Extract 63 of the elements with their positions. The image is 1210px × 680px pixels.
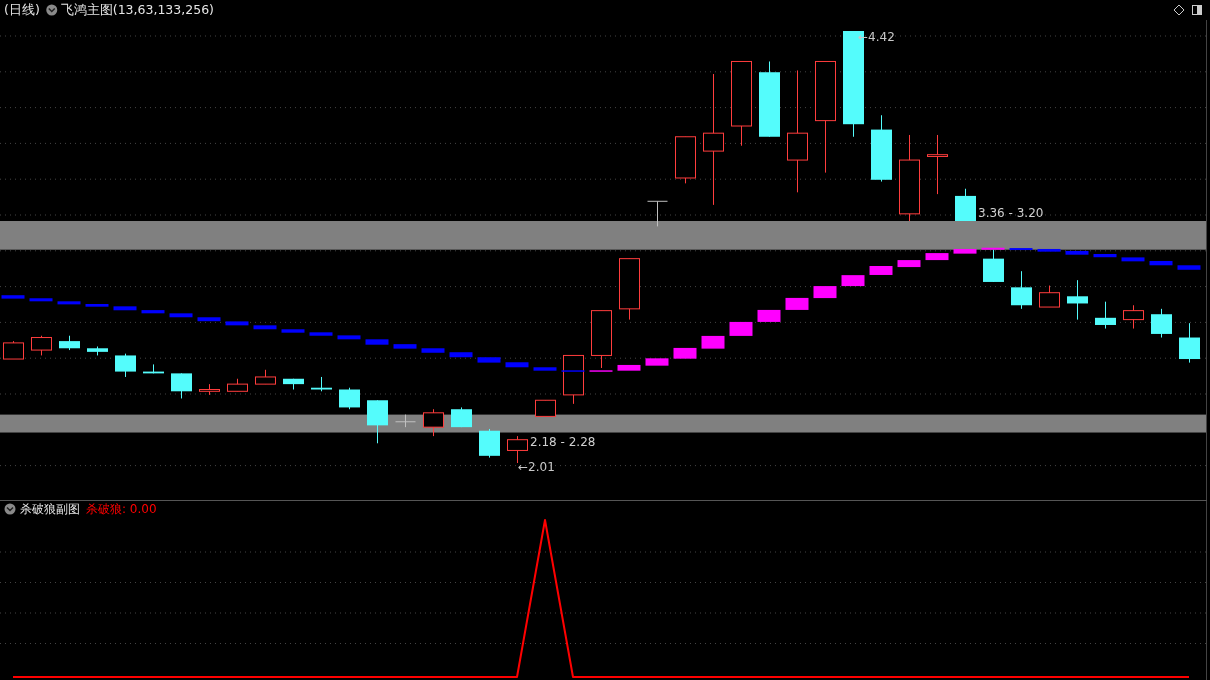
bar [393,344,417,349]
candlestick [115,353,136,378]
chart-title: (日线) [4,2,40,17]
candlestick [1179,322,1200,364]
bar [1149,260,1173,266]
bar [841,275,865,287]
bar [757,309,781,322]
candlestick [927,134,948,195]
bar [617,364,641,371]
bar [421,348,445,353]
candlestick [339,387,360,410]
bar [897,260,921,268]
candlestick [507,435,528,464]
annotation: ←2.01 [518,460,555,474]
bar [813,286,837,299]
candlestick [423,408,444,437]
bar [701,335,725,349]
candlestick [171,372,192,399]
bar [1093,253,1117,258]
bar [197,317,221,322]
bar [365,339,389,345]
bar [281,329,305,333]
bar [1,295,25,299]
bar [729,321,753,336]
band-label: 3.36 - 3.20 [978,206,1044,221]
bar [645,358,669,366]
bar [925,253,949,261]
band-label: 2.18 - 2.28 [530,434,596,449]
bar [29,298,53,302]
candlestick [647,200,668,227]
bar [533,367,557,371]
bar [113,306,137,311]
candlestick [31,335,52,356]
bar [337,335,361,340]
bar [1037,248,1061,252]
bar [1065,250,1089,255]
bar [449,352,473,358]
bar [869,266,893,275]
bar [673,347,697,359]
text: 杀破狼: 0.00 [86,502,157,516]
bar [477,357,501,363]
bar [1177,265,1201,270]
bar [169,313,193,318]
bar [505,362,529,368]
candlestick [1039,285,1060,308]
candlestick [1011,270,1032,310]
bar [953,248,977,254]
bar [225,321,249,326]
bar [141,310,165,314]
bar [85,304,109,307]
bar [785,297,809,310]
candlestick [1067,279,1088,321]
bar [253,325,277,330]
candlestick [1151,308,1172,339]
chart-title: 杀破狼副图 [20,502,80,516]
candlestick [1095,301,1116,330]
bar [309,332,333,336]
bar [57,301,81,305]
bar [1121,257,1145,262]
candlestick [983,249,1004,283]
candlestick [703,73,724,206]
candlestick [1123,304,1144,330]
chart-subtitle: 飞鸿主图(13,63,133,256) [60,2,214,17]
